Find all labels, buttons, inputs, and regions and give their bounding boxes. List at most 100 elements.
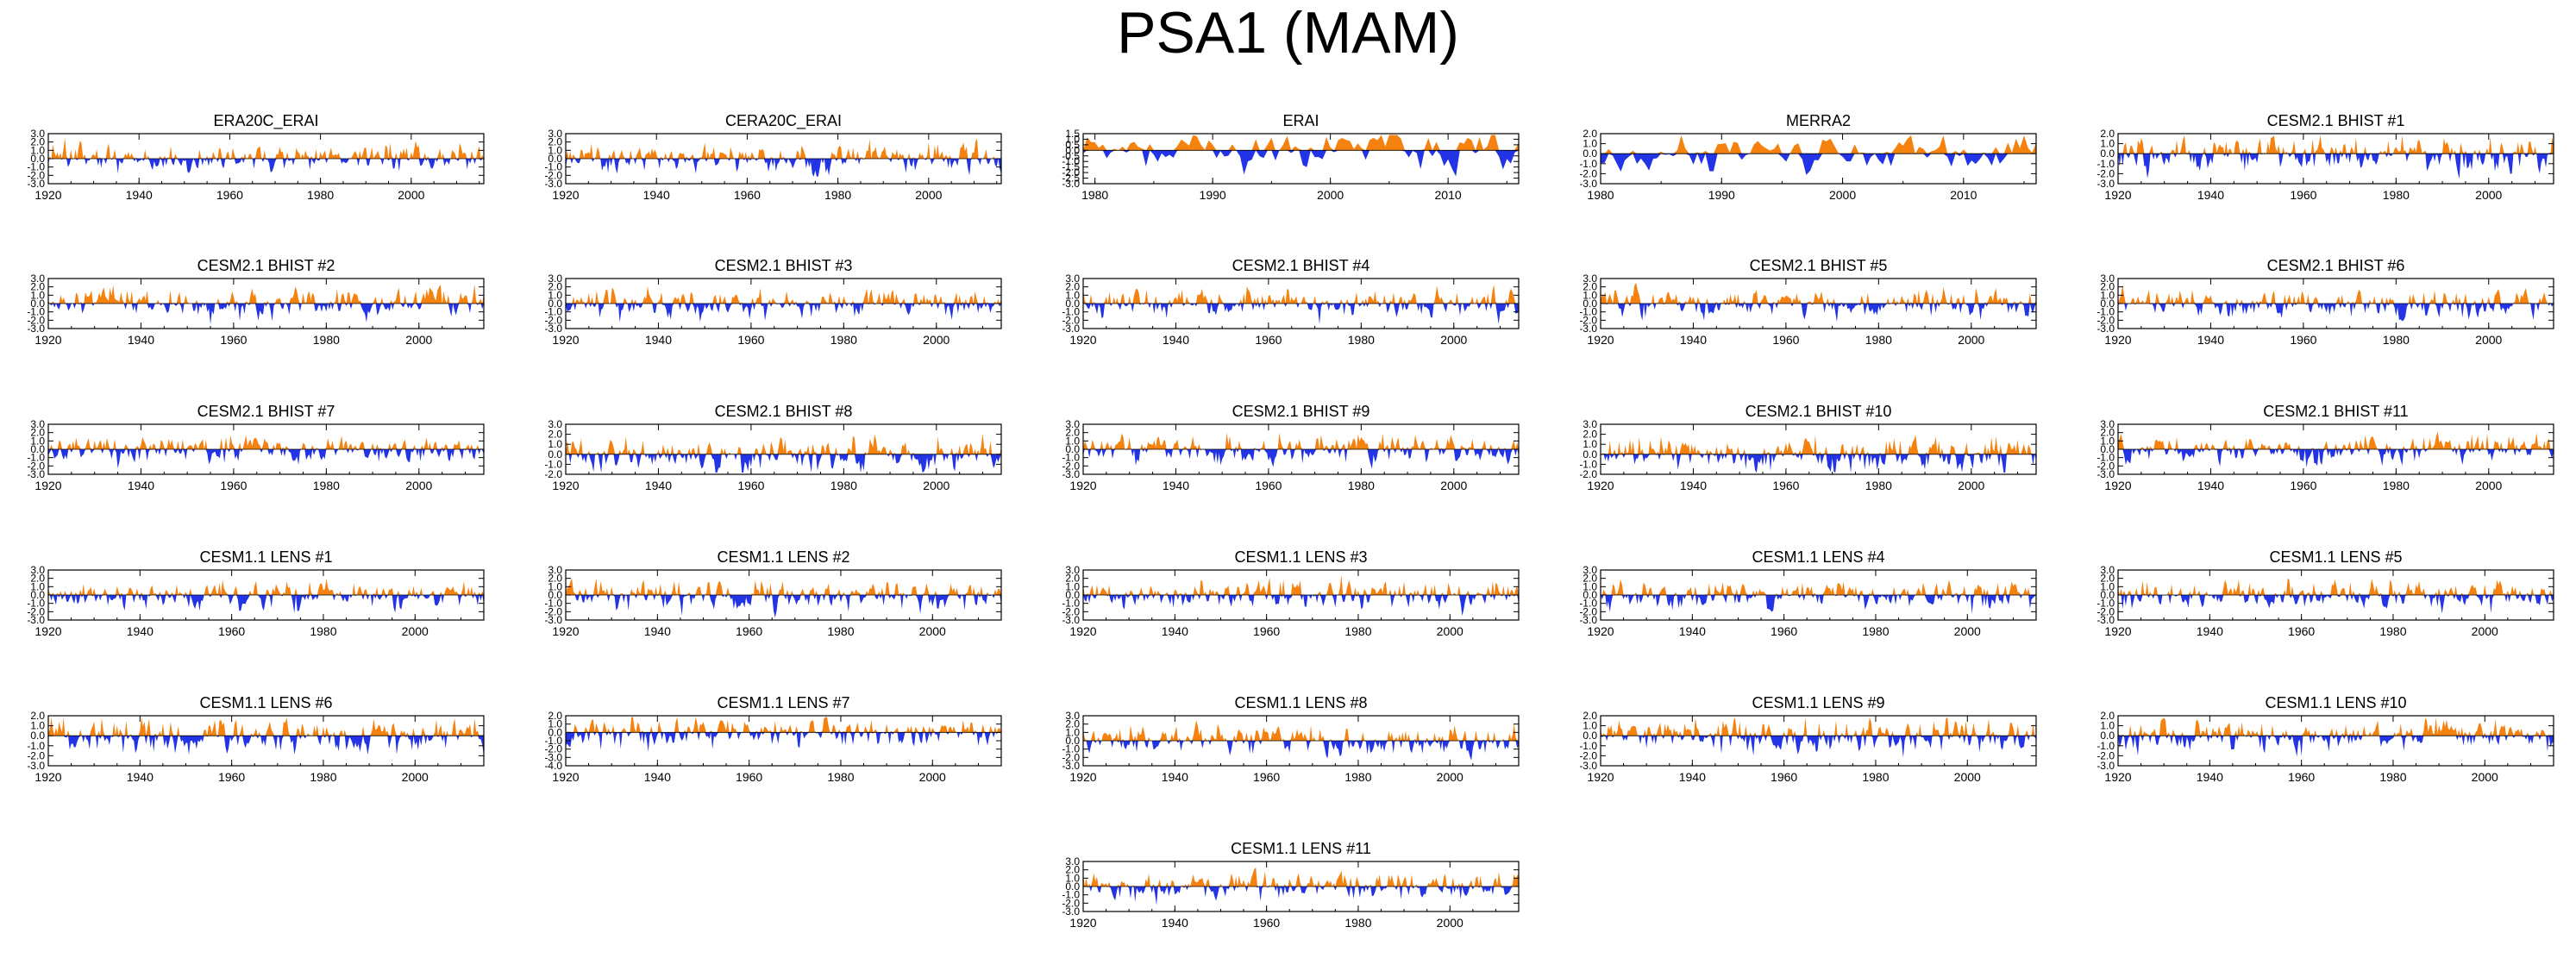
x-tick-label: 1980 bbox=[2383, 333, 2410, 347]
y-tick-label: 3.0 bbox=[548, 418, 562, 430]
y-tick-label: 3.0 bbox=[2100, 418, 2115, 430]
y-tick-label: 1.0 bbox=[1583, 720, 1597, 732]
positive-area bbox=[1601, 135, 2036, 154]
x-tick-label: 1940 bbox=[128, 333, 154, 347]
y-tick-label: 1.0 bbox=[1583, 438, 1597, 450]
x-tick-label: 1960 bbox=[220, 479, 247, 492]
positive-area bbox=[566, 286, 1001, 304]
chart-title: CESM1.1 LENS #10 bbox=[2265, 694, 2406, 711]
x-tick-label: 1960 bbox=[1771, 770, 1797, 784]
plot-frame bbox=[565, 423, 1002, 475]
negative-area bbox=[566, 732, 1001, 752]
y-tick-label: 0.0 bbox=[1583, 730, 1597, 742]
y-tick-label: 2.0 bbox=[1065, 718, 1080, 730]
y-tick-label: 0.0 bbox=[2100, 147, 2115, 160]
x-tick-label: 1980 bbox=[1348, 333, 1375, 347]
x-tick-label: 2000 bbox=[2475, 333, 2502, 347]
chart-panel: CESM2.1 BHIST #1 -3.0-2.0-1.00.01.02.0 192… bbox=[2097, 112, 2554, 202]
y-tick-label: 2.0 bbox=[548, 136, 562, 148]
positive-area bbox=[2118, 431, 2554, 449]
chart-panel: CESM1.1 LENS #6 -3.0-2.0-1.00.01.02.0 1920… bbox=[27, 694, 485, 784]
chart-panel: CESM1.1 LENS #9 -3.0-2.0-1.00.01.02.0 1920… bbox=[1579, 694, 2037, 784]
y-tick-label: 1.0 bbox=[548, 289, 562, 301]
y-tick-label: -3.0 bbox=[1062, 178, 1080, 190]
chart-panel: CERA20C_ERAI -3.0-2.0-1.00.01.02.03.0 1920… bbox=[544, 112, 1002, 202]
negative-area bbox=[1601, 736, 2036, 758]
x-tick-label: 1960 bbox=[1771, 624, 1797, 638]
chart-title: CESM2.1 BHIST #6 bbox=[2267, 257, 2405, 274]
negative-area bbox=[566, 159, 1001, 178]
chart-title: ERAI bbox=[1282, 112, 1319, 129]
x-tick-label: 1980 bbox=[2383, 479, 2410, 492]
x-tick-label: 2000 bbox=[919, 624, 946, 638]
y-tick-label: -3.0 bbox=[27, 178, 45, 190]
negative-area bbox=[1083, 595, 1519, 617]
y-tick-label: -1.0 bbox=[1062, 452, 1080, 464]
plot-frame bbox=[1600, 423, 2037, 475]
chart-title: CESM2.1 BHIST #4 bbox=[1232, 257, 1370, 274]
y-tick-label: -2.0 bbox=[1062, 897, 1080, 909]
x-tick-label: 1920 bbox=[1069, 479, 1096, 492]
positive-area bbox=[2118, 578, 2554, 595]
y-tick-label: -0.5 bbox=[1062, 150, 1080, 162]
x-tick-label: 1920 bbox=[2104, 333, 2131, 347]
x-tick-label: 1920 bbox=[1587, 624, 1614, 638]
y-tick-label: 1.0 bbox=[1583, 289, 1597, 301]
chart-panel: CESM2.1 BHIST #3 -3.0-2.0-1.00.01.02.03.0… bbox=[544, 257, 1002, 347]
x-tick-label: 1960 bbox=[2290, 479, 2316, 492]
y-tick-label: -2.0 bbox=[2097, 167, 2115, 179]
y-tick-label: 0.0 bbox=[30, 730, 45, 742]
chart-title: CESM2.1 BHIST #10 bbox=[1746, 403, 1892, 420]
y-tick-label: -3.0 bbox=[544, 323, 562, 335]
y-tick-label: 1.0 bbox=[548, 144, 562, 156]
x-tick-label: 1940 bbox=[643, 188, 670, 202]
x-tick-label: 1920 bbox=[1069, 770, 1096, 784]
positive-area bbox=[1083, 285, 1519, 304]
x-tick-label: 1960 bbox=[2290, 333, 2316, 347]
x-tick-label: 2000 bbox=[923, 333, 950, 347]
y-tick-label: -3.0 bbox=[27, 614, 45, 626]
y-tick-label: 1.0 bbox=[2100, 435, 2115, 447]
x-tick-label: 2000 bbox=[2472, 770, 2498, 784]
x-tick-label: 1960 bbox=[2288, 624, 2315, 638]
y-tick-label: 3.0 bbox=[1583, 564, 1597, 576]
negative-area bbox=[1601, 153, 2036, 175]
y-tick-label: -2.0 bbox=[1579, 314, 1597, 326]
y-tick-label: -2.0 bbox=[27, 605, 45, 617]
x-tick-label: 1940 bbox=[2197, 770, 2223, 784]
y-tick-label: 3.0 bbox=[548, 273, 562, 285]
chart-title: CESM1.1 LENS #6 bbox=[199, 694, 332, 711]
y-tick-label: -2.0 bbox=[1062, 751, 1080, 763]
negative-area bbox=[1083, 304, 1519, 325]
x-tick-label: 1940 bbox=[2197, 333, 2224, 347]
chart-panel: CESM1.1 LENS #7 -4.0-3.0-2.0-1.00.01.02.0… bbox=[544, 694, 1002, 784]
x-tick-label: 1920 bbox=[552, 479, 579, 492]
y-tick-label: -1.0 bbox=[544, 598, 562, 610]
y-tick-label: 3.0 bbox=[30, 564, 45, 576]
y-tick-label: 1.0 bbox=[548, 718, 562, 730]
page-title: PSA1 (MAM) bbox=[1117, 0, 1459, 66]
y-tick-label: -3.0 bbox=[544, 178, 562, 190]
y-tick-label: 1.0 bbox=[30, 435, 45, 447]
x-tick-label: 1980 bbox=[1081, 188, 1108, 202]
y-tick-label: -2.0 bbox=[2097, 749, 2115, 761]
chart-title: CESM1.1 LENS #5 bbox=[2269, 548, 2402, 566]
y-tick-label: 3.0 bbox=[30, 273, 45, 285]
x-tick-label: 1940 bbox=[644, 624, 671, 638]
y-tick-label: 2.0 bbox=[30, 427, 45, 439]
chart-title: CESM1.1 LENS #9 bbox=[1752, 694, 1884, 711]
negative-area bbox=[1601, 454, 2036, 473]
x-tick-label: 1940 bbox=[1162, 916, 1188, 930]
x-tick-label: 1940 bbox=[1679, 624, 1706, 638]
x-tick-label: 1920 bbox=[2104, 479, 2131, 492]
y-tick-label: 0.0 bbox=[548, 298, 562, 310]
x-tick-label: 1940 bbox=[1162, 624, 1188, 638]
x-tick-label: 2000 bbox=[1440, 333, 1467, 347]
y-tick-label: 2.0 bbox=[30, 573, 45, 585]
y-tick-label: 1.0 bbox=[1065, 580, 1080, 592]
x-tick-label: 2000 bbox=[405, 479, 432, 492]
chart-title: CESM2.1 BHIST #3 bbox=[715, 257, 853, 274]
x-tick-label: 1980 bbox=[1865, 479, 1892, 492]
y-tick-label: 2.0 bbox=[30, 281, 45, 293]
y-tick-label: 0.0 bbox=[2100, 589, 2115, 601]
